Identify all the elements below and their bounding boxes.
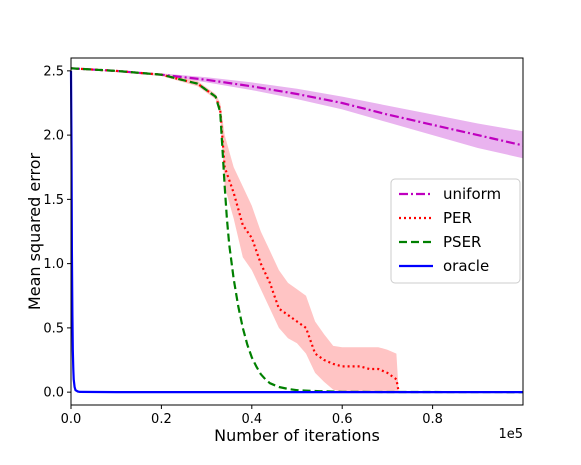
- y-tick-label: 2.5: [43, 64, 64, 79]
- x-tick-label: 0.8: [422, 412, 443, 427]
- legend-label-pser: PSER: [443, 233, 481, 251]
- x-axis-label: Number of iterations: [214, 426, 380, 445]
- y-axis-label: Mean squared error: [25, 153, 44, 311]
- band-uniform: [71, 68, 523, 159]
- legend-label-per: PER: [443, 209, 472, 227]
- legend-label-uniform: uniform: [443, 185, 501, 203]
- x-tick-label: 0.0: [61, 412, 82, 427]
- plot-frame: [70, 57, 524, 406]
- line-pser: [70, 67, 524, 394]
- y-tick-label: 0.5: [43, 321, 64, 336]
- legend: uniform PER PSER oracle: [390, 178, 521, 284]
- y-tick-label: 1.5: [43, 193, 64, 208]
- y-tick-label: 2.0: [43, 129, 64, 144]
- line-oracle: [69, 70, 523, 394]
- line-per: [70, 67, 400, 393]
- x-axis-offset-label: 1e5: [498, 427, 523, 442]
- x-tick-label: 0.2: [151, 412, 172, 427]
- y-tick-label: 0.0: [43, 386, 64, 401]
- x-ticks: 0.0 0.2 0.4 0.6 0.8: [61, 405, 443, 427]
- x-tick-label: 0.4: [241, 412, 262, 427]
- y-tick-label: 1.0: [43, 257, 64, 272]
- y-ticks: 0.0 0.5 1.0 1.5 2.0 2.5: [43, 64, 71, 401]
- legend-box: [390, 178, 521, 284]
- legend-label-oracle: oracle: [443, 257, 489, 275]
- confidence-bands: [71, 68, 523, 393]
- band-per: [71, 68, 399, 393]
- series-lines: [69, 67, 524, 394]
- x-tick-label: 0.6: [332, 412, 353, 427]
